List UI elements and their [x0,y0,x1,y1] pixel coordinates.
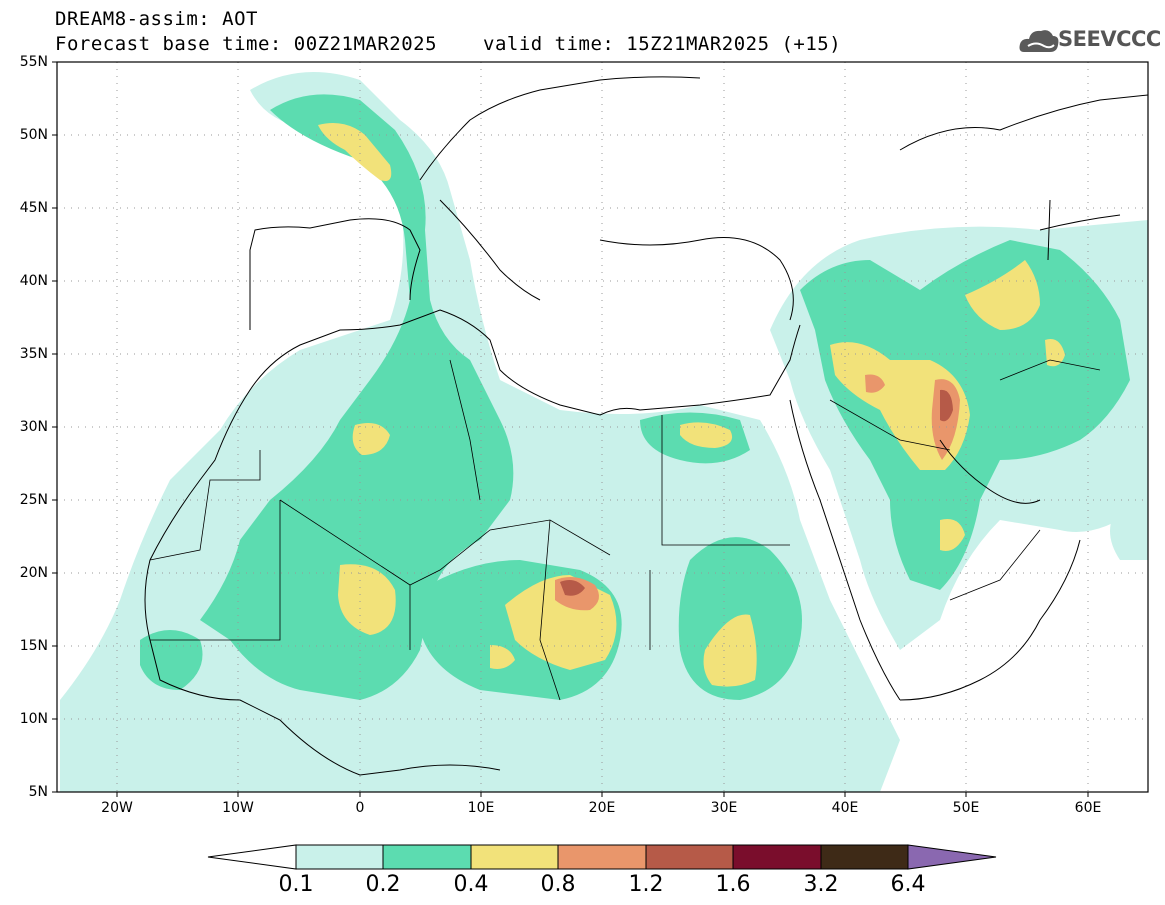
lat-label: 10N [19,711,48,727]
colorbar [207,844,997,870]
cloud-icon [1019,30,1059,52]
lon-label: 30E [710,800,738,816]
aot-contours [60,72,1148,792]
colorbar-label: 6.4 [890,872,926,897]
lon-label: 40E [831,800,859,816]
lat-label: 20N [19,565,48,581]
coastlines [144,76,1148,776]
ticks [52,61,1089,797]
lon-label: 20E [588,800,616,816]
lat-label: 30N [19,419,48,435]
lat-label: 25N [19,492,48,508]
colorbar-label: 1.2 [628,872,664,897]
colorbar-bin-7 [820,844,909,870]
graticule [57,62,1148,792]
lon-label: 10W [222,800,254,816]
colorbar-bin-2 [382,844,472,870]
lon-label: 50E [952,800,980,816]
colorbar-label: 0.1 [278,872,314,897]
lat-label: 55N [19,54,48,70]
colorbar-bin-6 [732,844,822,870]
lat-label: 5N [28,784,48,800]
title-line-1: DREAM8-assim: AOT [55,8,258,30]
colorbar-bin-4 [557,844,647,870]
lat-label: 35N [19,346,48,362]
lat-label: 45N [19,200,48,216]
lon-label: 20W [101,800,133,816]
colorbar-label: 3.2 [803,872,839,897]
lat-label: 40N [19,273,48,289]
lat-label: 15N [19,638,48,654]
logo-text: SEEVCCC [1058,27,1161,51]
lon-label: 60E [1074,800,1102,816]
lat-label: 50N [19,127,48,143]
colorbar-label: 0.8 [540,872,576,897]
borders [149,359,1101,701]
colorbar-bin-5 [645,844,734,870]
lon-label: 0 [355,800,365,816]
colorbar-bin-1 [295,844,384,870]
title-base-time: Forecast base time: 00Z21MAR2025 [55,33,438,55]
colorbar-high-arrow [907,844,997,870]
colorbar-bin-3 [470,844,559,870]
colorbar-label: 0.4 [453,872,489,897]
colorbar-label: 1.6 [715,872,751,897]
title-valid-time: valid time: 15Z21MAR2025 (+15) [483,33,842,55]
aot-level-5 [560,389,953,596]
colorbar-low-arrow [207,844,297,870]
colorbar-label: 0.2 [365,872,401,897]
lon-label: 10E [467,800,495,816]
